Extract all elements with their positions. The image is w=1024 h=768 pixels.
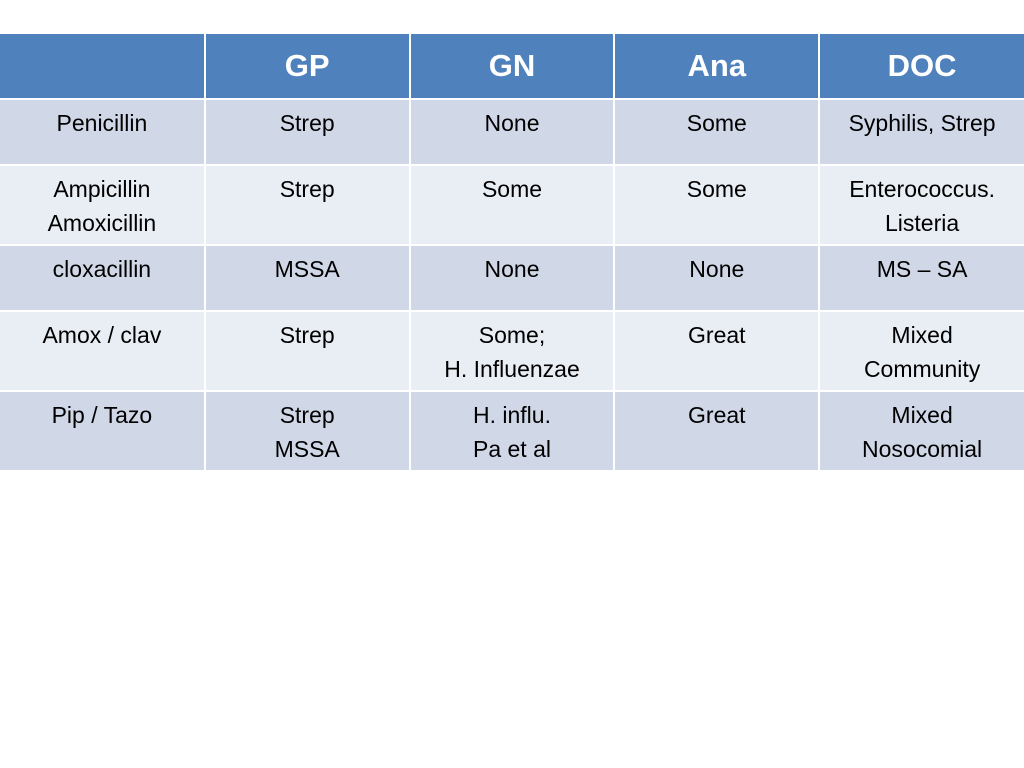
drug-name-cell: Penicillin [0,98,206,166]
table-row: cloxacillin MSSA None None MS – SA [0,244,1024,312]
gp-cell: Strep [203,98,411,166]
ana-cell: Some [613,98,821,166]
ana-cell: Some [613,164,821,246]
ana-cell: Great [613,390,821,472]
drug-name-cell: Pip / Tazo [0,390,206,472]
header-row: GP GN Ana DOC [0,34,1024,100]
gp-cell: MSSA [203,244,411,312]
header-cell-gp: GP [203,34,411,100]
header-cell-gn: GN [408,34,616,100]
drug-name-cell: cloxacillin [0,244,206,312]
gp-cell: Strep MSSA [203,390,411,472]
doc-cell: Mixed Community [818,310,1024,392]
ana-cell: Great [613,310,821,392]
gp-cell: Strep [203,310,411,392]
doc-cell: Enterococcus. Listeria [818,164,1024,246]
gn-cell: H. influ. Pa et al [408,390,616,472]
gn-cell: None [408,98,616,166]
drug-name-cell: Amox / clav [0,310,206,392]
gp-cell: Strep [203,164,411,246]
ana-cell: None [613,244,821,312]
header-cell-ana: Ana [613,34,821,100]
doc-cell: MS – SA [818,244,1024,312]
antibiotic-coverage-table: GP GN Ana DOC Penicillin Strep None Some… [0,34,1024,472]
header-cell-doc: DOC [818,34,1024,100]
gn-cell: Some; H. Influenzae [408,310,616,392]
drug-name-cell: Ampicillin Amoxicillin [0,164,206,246]
header-cell-blank [0,34,206,100]
table-row: Penicillin Strep None Some Syphilis, Str… [0,98,1024,166]
table-row: Ampicillin Amoxicillin Strep Some Some E… [0,164,1024,246]
doc-cell: Mixed Nosocomial [818,390,1024,472]
table-row: Amox / clav Strep Some; H. Influenzae Gr… [0,310,1024,392]
gn-cell: None [408,244,616,312]
gn-cell: Some [408,164,616,246]
doc-cell: Syphilis, Strep [818,98,1024,166]
table-row: Pip / Tazo Strep MSSA H. influ. Pa et al… [0,390,1024,472]
